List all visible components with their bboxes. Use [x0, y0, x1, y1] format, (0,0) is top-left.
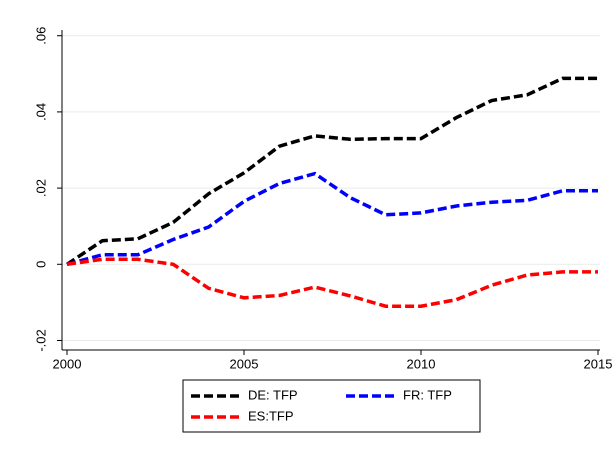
y-tick-label: .02 — [33, 179, 48, 197]
x-tick-label: 2015 — [584, 356, 613, 371]
y-tick-label: -.02 — [33, 329, 48, 351]
legend-label: FR: TFP — [403, 387, 452, 402]
legend-label: ES:TFP — [248, 408, 294, 423]
series-line — [66, 76, 598, 266]
y-tick-label: .04 — [33, 103, 48, 121]
legend-box — [182, 379, 481, 433]
x-tick-label: 2010 — [407, 356, 436, 371]
x-tick-label: 2000 — [53, 356, 82, 371]
y-tick-label: .06 — [33, 27, 48, 45]
x-tick-label: 2005 — [230, 356, 259, 371]
series-line — [66, 257, 598, 308]
legend-label: DE: TFP — [248, 387, 298, 402]
series-line — [66, 171, 598, 266]
y-tick-label: 0 — [33, 261, 48, 268]
